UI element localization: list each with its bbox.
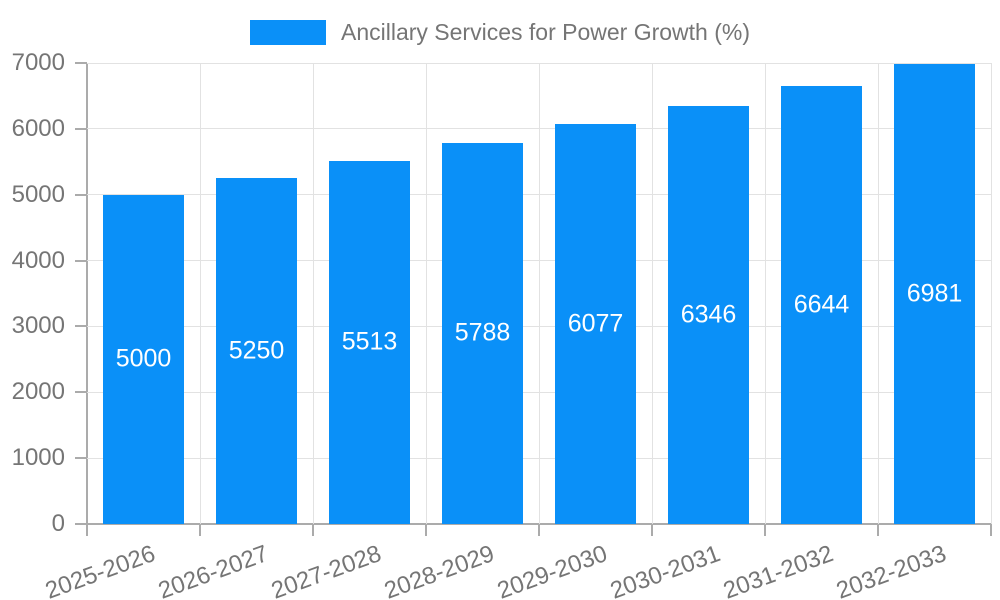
gridline-vertical xyxy=(199,63,201,524)
y-axis-tick xyxy=(75,193,87,196)
x-axis-tick xyxy=(538,524,540,536)
y-axis-tick xyxy=(75,259,87,262)
x-axis-tick xyxy=(651,524,653,536)
bar-value-label: 5513 xyxy=(341,327,398,356)
y-tick-label: 4000 xyxy=(11,246,65,274)
bar[interactable]: 5250 xyxy=(216,178,297,524)
y-tick-label: 2000 xyxy=(11,378,65,406)
legend-swatch-icon xyxy=(250,20,326,45)
bar[interactable]: 6077 xyxy=(555,123,636,524)
y-tick-label: 5000 xyxy=(11,180,65,208)
bar-value-label: 6981 xyxy=(906,279,963,308)
bar-value-label: 5000 xyxy=(115,344,172,373)
y-tick-label: 3000 xyxy=(11,312,65,340)
bar[interactable]: 5788 xyxy=(442,142,523,524)
gridline-vertical xyxy=(312,63,314,524)
y-tick-label: 7000 xyxy=(11,49,65,76)
gridline-vertical xyxy=(764,63,766,524)
gridline-vertical xyxy=(425,63,427,524)
bar-value-label: 5250 xyxy=(228,336,285,365)
bar[interactable]: 5513 xyxy=(329,160,410,524)
x-axis-tick xyxy=(990,524,992,536)
y-axis-line xyxy=(86,63,88,536)
y-axis-tick xyxy=(75,523,87,525)
y-axis-tick xyxy=(75,457,87,460)
gridline-vertical xyxy=(651,63,653,524)
chart-legend: Ancillary Services for Power Growth (%) xyxy=(0,19,1000,46)
plot-area: 0 1000 2000 3000 4000 5000 6000 7000 5000 2025-20… xyxy=(12,51,992,600)
y-axis-tick xyxy=(75,127,87,130)
gridline-vertical xyxy=(538,63,540,524)
bar[interactable]: 6346 xyxy=(668,106,749,524)
x-axis-tick xyxy=(764,524,766,536)
legend-label: Ancillary Services for Power Growth (%) xyxy=(341,19,750,45)
x-axis-tick xyxy=(86,524,88,536)
y-tick-label: 0 xyxy=(51,510,65,537)
bar[interactable]: 5000 xyxy=(103,194,184,524)
bar-value-label: 5788 xyxy=(454,318,511,347)
gridline-vertical xyxy=(877,63,879,524)
x-axis-tick xyxy=(425,524,427,536)
y-tick-label: 1000 xyxy=(11,444,65,472)
bar-value-label: 6077 xyxy=(567,309,624,338)
bar-value-label: 6644 xyxy=(793,290,850,319)
bar[interactable]: 6644 xyxy=(781,86,862,524)
x-axis-tick xyxy=(312,524,314,536)
bar[interactable]: 6981 xyxy=(894,64,975,524)
legend-item[interactable]: Ancillary Services for Power Growth (%) xyxy=(250,19,750,46)
y-axis-tick xyxy=(75,325,87,328)
y-axis-tick xyxy=(75,62,87,64)
y-axis-tick xyxy=(75,391,87,394)
x-axis-tick xyxy=(877,524,879,536)
gridline-vertical xyxy=(990,63,992,524)
bar-value-label: 6346 xyxy=(680,300,737,329)
y-tick-label: 6000 xyxy=(11,114,65,142)
x-axis-tick xyxy=(199,524,201,536)
